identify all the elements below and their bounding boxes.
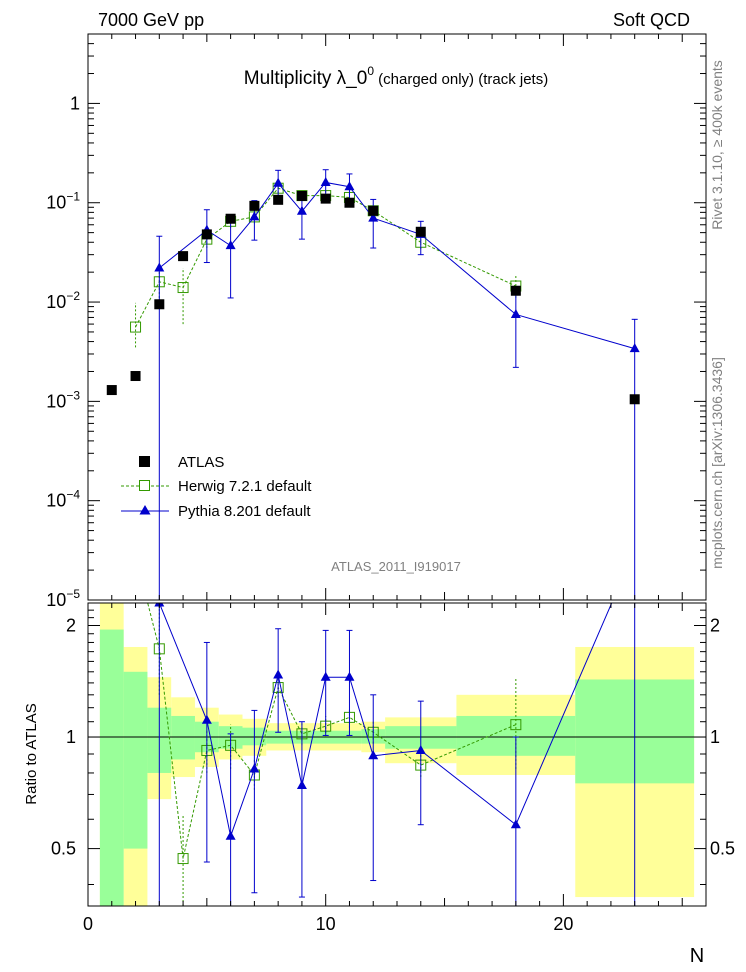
atlas-data-point: [510, 285, 521, 296]
y-tick-label: 10−3: [46, 388, 80, 411]
y-tick-label: 10−4: [46, 488, 80, 511]
mcplots-side-label: mcplots.cern.ch [arXiv:1306.3436]: [709, 357, 725, 569]
atlas-data-point: [273, 194, 284, 205]
pythia-data-point: [249, 763, 260, 773]
band-inner: [123, 671, 148, 849]
category-label: Soft QCD: [613, 10, 690, 30]
y-tick-label: 10−5: [46, 587, 80, 610]
main-panel-data: [106, 169, 640, 600]
legend-herwig-label: Herwig 7.2.1 default: [178, 478, 312, 495]
pythia-data-point: [201, 714, 212, 724]
pythia-data-point: [344, 671, 355, 681]
analysis-watermark: ATLAS_2011_I919017: [331, 559, 461, 574]
herwig-data-point: [177, 282, 189, 294]
energy-label: 7000 GeV pp: [98, 10, 204, 30]
pythia-series-line: [158, 181, 635, 350]
x-axis-label: N: [690, 945, 704, 967]
legend-pythia-marker: [139, 505, 151, 515]
pythia-data-point: [225, 240, 236, 250]
x-tick-label: 10: [316, 914, 336, 934]
atlas-data-point: [201, 229, 212, 240]
herwig-data-point: [131, 550, 141, 560]
ratio-y-tick-label-right: 2: [710, 615, 720, 635]
legend-pythia-label: Pythia 8.201 default: [178, 503, 311, 520]
legend: ATLAS Herwig 7.2.1 default Pythia 8.201 …: [121, 454, 312, 520]
plot-title: Multiplicity λ_00 (charged only) (track …: [244, 64, 548, 89]
herwig-data-point: [510, 719, 522, 731]
pythia-data-point: [510, 819, 521, 829]
pythia-data-point: [154, 262, 165, 272]
legend-atlas-label: ATLAS: [178, 454, 224, 471]
atlas-data-point: [629, 394, 640, 405]
pythia-data-point: [225, 830, 236, 840]
axes: 0 10 20 1 10−1 10−2 10−3 10−4 10−5 0.5 0.5 1 1 2 2: [46, 33, 735, 934]
x-tick-label: 20: [553, 914, 573, 934]
pythia-data-point: [320, 671, 331, 681]
atlas-data-point: [320, 193, 331, 204]
ratio-panel-data: [131, 550, 636, 906]
atlas-data-point: [249, 200, 260, 211]
atlas-data-point: [368, 205, 379, 216]
ratio-y-tick-label-right: 0.5: [710, 839, 735, 859]
ratio-uncertainty-bands: [99, 603, 695, 906]
pythia-data-point: [368, 750, 379, 760]
ratio-y-label: Ratio to ATLAS: [23, 703, 40, 804]
plot-title-main: Multiplicity λ_0: [244, 68, 368, 89]
legend-herwig-marker: [139, 480, 150, 491]
pythia-data-point: [273, 669, 284, 679]
pythia-data-point: [368, 212, 379, 222]
plot-title-sup: 0: [367, 64, 374, 78]
herwig-series-line: [135, 187, 517, 328]
pythia-data-point: [344, 181, 355, 191]
rivet-side-label: Rivet 3.1.10, ≥ 400k events: [709, 60, 725, 230]
pythia-data-point: [273, 177, 284, 187]
herwig-data-point: [177, 853, 189, 865]
atlas-data-point: [154, 299, 165, 310]
pythia-data-point: [320, 176, 331, 186]
band-inner: [99, 629, 124, 906]
atlas-data-point: [130, 371, 141, 382]
ratio-y-tick-label: 0.5: [51, 839, 76, 859]
ratio-y-tick-label-right: 1: [710, 727, 720, 747]
pythia-data-point: [296, 780, 307, 790]
pythia-series-line: [158, 603, 613, 839]
band-inner: [171, 715, 195, 760]
ratio-y-tick-label: 1: [66, 727, 76, 747]
pythia-data-point: [296, 205, 307, 215]
y-tick-label: 1: [70, 93, 80, 113]
atlas-data-point: [344, 197, 355, 208]
atlas-data-point: [225, 213, 236, 224]
pythia-data-point: [249, 211, 260, 221]
ratio-y-tick-label: 2: [66, 615, 76, 635]
x-tick-label: 0: [83, 914, 93, 934]
plot-title-tail: (charged only) (track jets): [374, 71, 548, 88]
atlas-data-point: [106, 385, 117, 396]
y-tick-label: 10−1: [46, 190, 80, 213]
herwig-data-point: [130, 321, 142, 333]
atlas-data-point: [415, 226, 426, 237]
legend-atlas-marker: [139, 456, 150, 467]
pythia-data-point: [415, 744, 426, 754]
pythia-data-point: [510, 308, 521, 318]
y-tick-label: 10−2: [46, 289, 80, 312]
atlas-data-point: [178, 251, 189, 262]
atlas-data-point: [296, 190, 307, 201]
pythia-data-point: [629, 343, 640, 353]
